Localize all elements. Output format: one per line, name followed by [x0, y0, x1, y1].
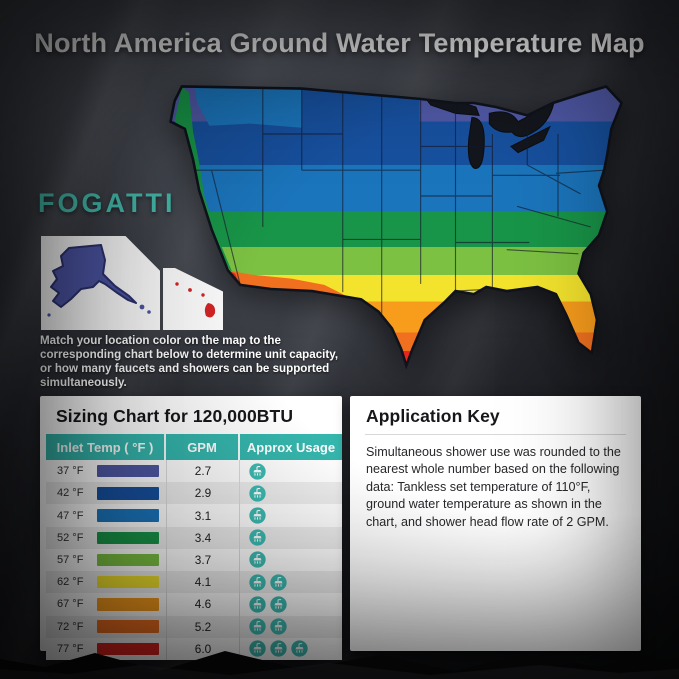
inlet-temp-cell: 77 °F [46, 638, 166, 660]
shower-icon [270, 596, 287, 613]
temperature-color-swatch [97, 553, 159, 567]
temperature-color-swatch [97, 487, 159, 500]
gpm-value: 3.4 [166, 526, 240, 549]
column-header-inlet-temp: Inlet Temp ( °F ) [46, 434, 166, 460]
approx-usage-cell [240, 616, 342, 638]
gpm-value: 4.1 [166, 571, 240, 594]
temperature-color-swatch [97, 620, 159, 633]
shower-icon [249, 640, 266, 658]
table-row: 72 °F 5.2 [46, 615, 342, 638]
shower-icon [249, 551, 266, 569]
gpm-value: 5.2 [166, 615, 240, 638]
approx-usage-cell [240, 549, 342, 571]
shower-icon [249, 507, 266, 524]
application-key-divider [365, 434, 626, 435]
application-key-title: Application Key [366, 406, 500, 426]
inlet-temp-cell: 47 °F [46, 504, 166, 526]
table-row: 47 °F 3.1 [46, 504, 342, 527]
temperature-color-swatch [97, 509, 159, 522]
gpm-value: 3.1 [166, 504, 240, 527]
us-map-svg [169, 85, 624, 370]
approx-usage-cell [240, 571, 342, 593]
approx-usage-cell [240, 504, 342, 526]
gpm-value: 2.7 [166, 460, 240, 483]
temp-label: 62 °F [57, 576, 84, 589]
hawaii-inset [163, 268, 223, 330]
us-outline [169, 85, 624, 370]
table-row: 42 °F 2.9 [46, 482, 342, 505]
table-row: 52 °F 3.4 [46, 526, 342, 549]
gpm-value: 4.6 [166, 593, 240, 616]
rock-texture [0, 651, 679, 679]
temperature-color-swatch [97, 464, 159, 478]
table-row: 62 °F 4.1 [46, 571, 342, 594]
shower-icon [270, 640, 287, 658]
shower-icon [249, 529, 266, 546]
shower-icon [249, 574, 266, 591]
shower-icon [270, 574, 287, 591]
approx-usage-cell [240, 527, 342, 549]
table-row: 37 °F 2.7 [46, 460, 342, 483]
shower-icon [249, 596, 266, 613]
approx-usage-cell [240, 638, 342, 660]
inlet-temp-cell: 57 °F [46, 549, 166, 571]
approx-usage-cell [240, 482, 342, 504]
shower-icon [249, 485, 266, 502]
temp-label: 37 °F [57, 465, 84, 478]
temp-label: 52 °F [57, 531, 84, 544]
inlet-temp-cell: 72 °F [46, 616, 166, 638]
approx-usage-cell [240, 460, 342, 482]
temp-label: 47 °F [57, 509, 84, 522]
temperature-color-swatch [97, 642, 159, 656]
alaska-inset [41, 236, 160, 330]
table-body: 37 °F 2.7 42 °F 2.9 47 °F 3.1 52 °F 3.4 57 °… [46, 460, 342, 660]
shower-icon [249, 462, 266, 480]
temp-label: 77 °F [57, 642, 84, 655]
table-row: 67 °F 4.6 [46, 593, 342, 616]
inlet-temp-cell: 52 °F [46, 527, 166, 549]
intro-text: Match your location color on the map to … [40, 334, 339, 389]
alaska-map-icon [47, 244, 151, 317]
us-temperature-map [148, 72, 640, 382]
temperature-color-swatch [97, 575, 159, 589]
shower-icon [249, 618, 266, 635]
application-key-body: Simultaneous shower use was rounded to t… [366, 445, 621, 529]
inlet-temp-cell: 62 °F [46, 571, 166, 593]
sizing-chart-title: Sizing Chart for 120,000BTU [56, 406, 294, 426]
gpm-value: 6.0 [166, 637, 240, 660]
gpm-value: 2.9 [166, 482, 240, 505]
temp-label: 67 °F [57, 598, 84, 611]
table-header: Inlet Temp ( °F ) GPM Approx Usage [46, 434, 342, 460]
temp-label: 57 °F [57, 553, 84, 566]
inlet-temp-cell: 42 °F [46, 482, 166, 504]
temperature-color-swatch [97, 598, 159, 611]
column-header-gpm: GPM [166, 434, 240, 460]
table-row: 77 °F 6.0 [46, 637, 342, 660]
shower-icon [270, 618, 287, 635]
gpm-value: 3.7 [166, 548, 240, 572]
hawaii-map-icon [175, 282, 216, 318]
application-key-panel: Application Key Simultaneous shower use … [350, 396, 641, 651]
column-header-approx-usage: Approx Usage [246, 439, 336, 455]
shower-icon [291, 640, 308, 658]
temperature-color-swatch [97, 531, 159, 545]
approx-usage-cell [240, 593, 342, 615]
temp-label: 72 °F [57, 620, 84, 633]
page-title: North America Ground Water Temperature M… [34, 28, 645, 58]
sizing-chart-panel: Sizing Chart for 120,000BTU Inlet Temp (… [40, 396, 342, 660]
inlet-temp-cell: 67 °F [46, 593, 166, 615]
brand-logo: FOGATTI [38, 188, 176, 218]
temp-label: 42 °F [57, 487, 84, 500]
inlet-temp-cell: 37 °F [46, 460, 166, 482]
table-row: 57 °F 3.7 [46, 548, 342, 572]
